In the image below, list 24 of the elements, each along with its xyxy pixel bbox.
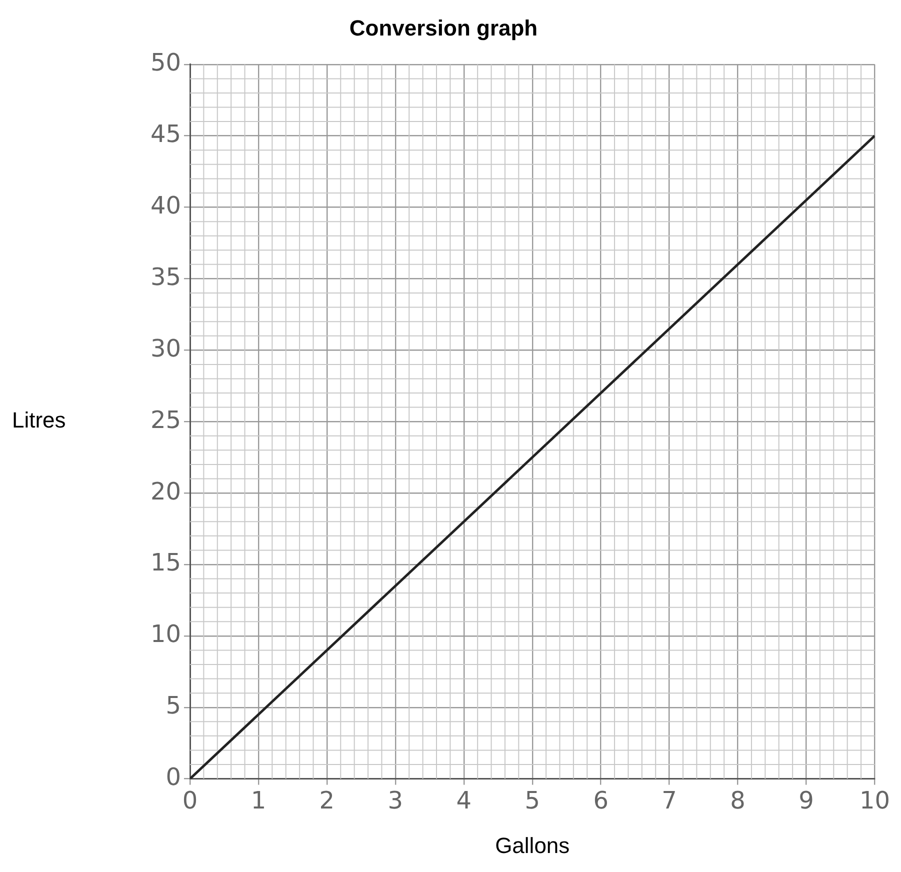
y-tick-label: 25	[150, 406, 181, 434]
y-tick-label: 35	[150, 262, 181, 291]
x-tick-label: 3	[388, 786, 404, 814]
y-tick-label: 45	[150, 120, 181, 148]
x-axis-title: Gallons	[495, 832, 570, 858]
x-tick-label: 1	[250, 786, 266, 814]
y-axis-title: Litres	[12, 408, 66, 433]
x-tick-label: 7	[662, 786, 677, 814]
x-tick-label: 10	[859, 786, 890, 814]
y-tick-label: 40	[150, 192, 181, 220]
y-tick-label: 15	[150, 548, 181, 577]
x-tick-label: 9	[798, 786, 814, 814]
y-tick-label: 0	[166, 763, 181, 792]
x-tick-label: 8	[730, 786, 746, 814]
y-tick-label: 20	[150, 477, 181, 506]
y-tick-label: 10	[150, 620, 181, 648]
x-tick-label: 6	[593, 786, 608, 814]
y-tick-label: 30	[150, 334, 181, 362]
y-tick-label: 5	[166, 692, 181, 720]
x-tick-label: 5	[524, 786, 540, 814]
y-tick-label: 50	[150, 48, 181, 77]
x-tick-label: 2	[319, 786, 335, 814]
x-tick-label: 4	[456, 786, 472, 814]
chart-title: Conversion graph	[349, 15, 538, 40]
